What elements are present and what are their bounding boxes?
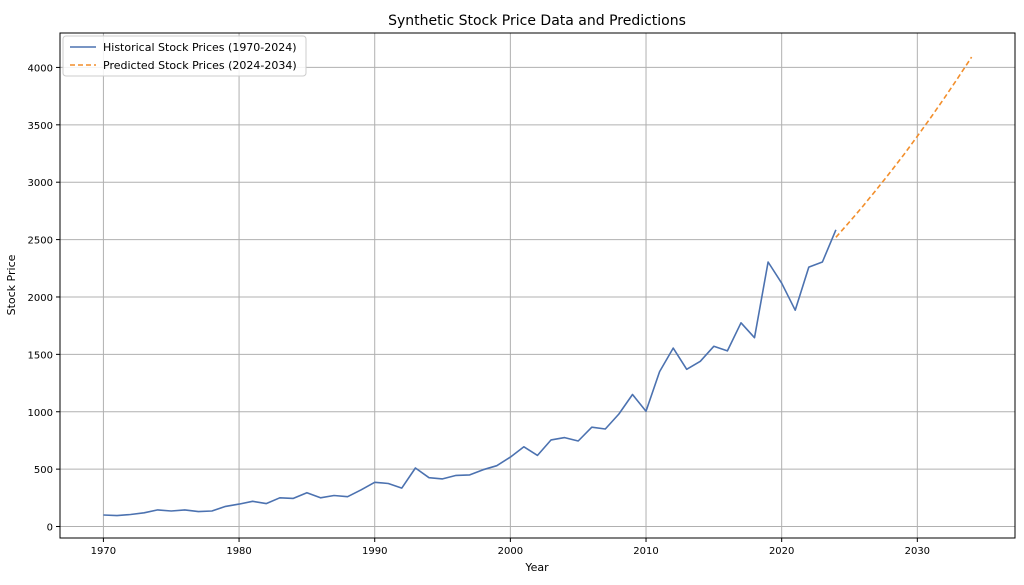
y-tick-label: 3000 xyxy=(28,178,53,189)
y-tick-label: 0 xyxy=(47,523,53,534)
x-tick-label: 2000 xyxy=(498,546,523,557)
y-tick-label: 1000 xyxy=(28,408,53,419)
legend: Historical Stock Prices (1970-2024) Pred… xyxy=(62,35,307,77)
x-tick-label: 2010 xyxy=(633,546,658,557)
x-tick-label: 2020 xyxy=(769,546,794,557)
legend-label-predicted: Predicted Stock Prices (2024-2034) xyxy=(103,59,297,72)
predicted-price-line xyxy=(835,56,973,238)
y-tick-label: 2000 xyxy=(28,293,53,304)
y-axis-label: Stock Price xyxy=(5,254,18,315)
y-tick-label: 4000 xyxy=(28,63,53,74)
x-tick-label: 1990 xyxy=(362,546,387,557)
legend-label-historical: Historical Stock Prices (1970-2024) xyxy=(103,41,297,54)
historical-price-line xyxy=(103,229,837,517)
x-axis-label: Year xyxy=(524,561,549,574)
y-tick-label: 2500 xyxy=(28,236,53,247)
legend-box xyxy=(62,35,307,77)
series-group xyxy=(103,56,973,517)
x-tick-label: 1970 xyxy=(91,546,116,557)
x-tick-label: 2030 xyxy=(905,546,930,557)
chart-title: Synthetic Stock Price Data and Predictio… xyxy=(388,13,686,29)
y-tick-label: 3500 xyxy=(28,121,53,132)
x-tick-label: 1980 xyxy=(226,546,251,557)
plot-frame xyxy=(59,32,1016,539)
grid xyxy=(60,33,1015,538)
y-tick-label: 500 xyxy=(34,465,53,476)
ticks: 1970 1980 1990 2000 2010 2020 2030 0 500 1000 1500… xyxy=(28,63,931,557)
y-tick-label: 1500 xyxy=(28,350,53,361)
